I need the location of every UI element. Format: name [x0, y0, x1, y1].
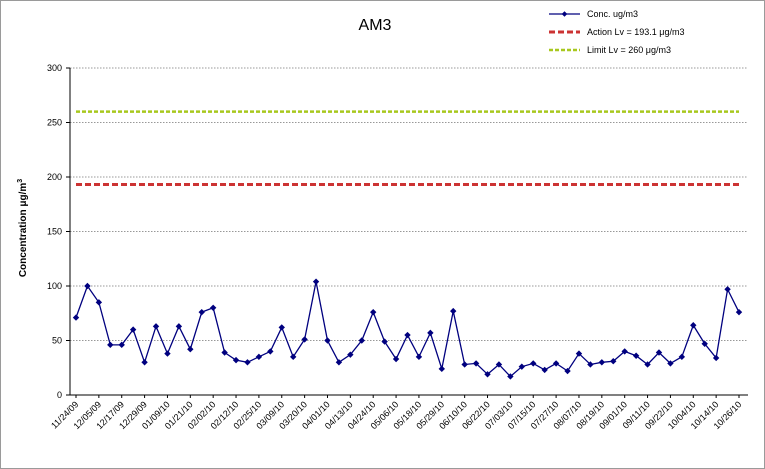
data-point	[701, 340, 708, 347]
data-point	[95, 299, 103, 306]
y-tick-label: 150	[47, 227, 62, 237]
data-point	[278, 324, 285, 331]
data-point	[678, 353, 686, 361]
data-point	[187, 346, 194, 353]
data-point	[72, 314, 80, 321]
data-point	[370, 308, 377, 316]
data-point	[141, 359, 148, 366]
data-point	[209, 304, 217, 311]
data-point	[632, 352, 640, 359]
data-point	[484, 371, 491, 378]
data-point	[129, 326, 137, 333]
data-point	[415, 353, 423, 361]
data-point	[690, 322, 697, 329]
data-point	[575, 350, 583, 357]
data-point	[438, 365, 445, 373]
data-point	[289, 353, 297, 361]
data-point	[301, 336, 308, 343]
data-point	[152, 323, 160, 330]
data-point	[404, 331, 411, 339]
gridlines	[70, 67, 748, 341]
y-tick-label: 200	[47, 172, 62, 182]
data-point	[472, 360, 480, 367]
data-point	[518, 363, 526, 370]
data-point	[495, 361, 503, 368]
data-point	[358, 337, 365, 344]
data-point	[267, 348, 274, 355]
data-point	[427, 329, 434, 337]
data-point	[587, 361, 594, 368]
data-series	[72, 278, 743, 380]
data-point	[335, 359, 343, 366]
legend-label: Action Lv = 193.1 μg/m3	[587, 27, 685, 37]
y-tick-label: 50	[52, 336, 62, 346]
y-tick-label: 0	[57, 390, 62, 400]
data-point	[175, 323, 183, 330]
data-point	[392, 355, 400, 363]
y-tick-label: 100	[47, 281, 62, 291]
data-point	[530, 360, 537, 367]
data-point	[644, 361, 651, 368]
data-point	[598, 359, 606, 366]
data-point	[244, 359, 251, 366]
data-point	[450, 307, 457, 315]
x-axis: 11/24/0912/05/0912/17/0912/29/0901/09/10…	[49, 394, 748, 431]
data-point	[621, 348, 628, 355]
data-point	[164, 350, 171, 357]
reference-lines	[76, 110, 739, 187]
data-point	[507, 373, 514, 380]
data-point	[735, 308, 743, 316]
data-point	[198, 308, 205, 316]
data-point	[461, 361, 468, 368]
y-axis: 0 50 100 150 200 250 300	[47, 63, 71, 400]
data-point	[312, 278, 320, 285]
legend-label: Limit Lv = 260 μg/m3	[587, 45, 671, 55]
y-tick-label: 300	[47, 63, 62, 73]
legend-marker	[561, 11, 568, 17]
chart-title: AM3	[359, 17, 392, 34]
data-point	[107, 341, 114, 349]
data-point	[667, 360, 674, 367]
data-point	[712, 354, 720, 362]
y-axis-label: Concentration μg/m3	[17, 179, 29, 277]
data-point	[232, 356, 240, 364]
data-point	[84, 282, 91, 290]
data-point	[347, 351, 354, 358]
concentration-line	[75, 281, 740, 378]
data-point	[221, 349, 228, 356]
data-point	[118, 341, 125, 349]
data-point	[541, 366, 548, 374]
legend-label: Conc. ug/m3	[587, 9, 638, 19]
data-point	[655, 349, 663, 356]
data-point	[610, 358, 617, 365]
data-point	[724, 286, 731, 293]
data-point	[552, 360, 560, 367]
legend: Conc. ug/m3 Action Lv = 193.1 μg/m3 Limit …	[549, 9, 685, 55]
y-tick-label: 250	[47, 118, 62, 128]
data-point	[381, 338, 388, 345]
data-point	[324, 337, 331, 344]
data-point	[255, 353, 263, 361]
data-point	[564, 367, 571, 375]
